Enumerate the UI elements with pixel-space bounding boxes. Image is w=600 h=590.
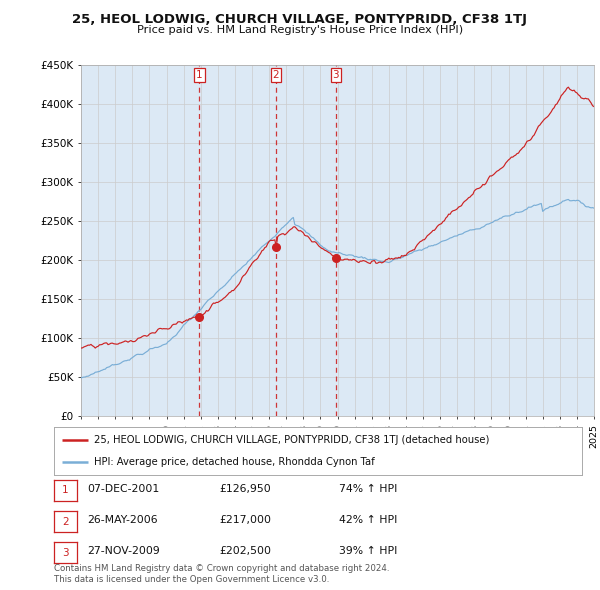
Text: 25, HEOL LODWIG, CHURCH VILLAGE, PONTYPRIDD, CF38 1TJ: 25, HEOL LODWIG, CHURCH VILLAGE, PONTYPR… xyxy=(73,13,527,26)
Text: £217,000: £217,000 xyxy=(219,515,271,525)
Text: 74% ↑ HPI: 74% ↑ HPI xyxy=(339,484,397,493)
Text: 39% ↑ HPI: 39% ↑ HPI xyxy=(339,546,397,556)
Text: HPI: Average price, detached house, Rhondda Cynon Taf: HPI: Average price, detached house, Rhon… xyxy=(94,457,374,467)
Text: This data is licensed under the Open Government Licence v3.0.: This data is licensed under the Open Gov… xyxy=(54,575,329,584)
Text: 3: 3 xyxy=(332,70,339,80)
Text: 2: 2 xyxy=(272,70,279,80)
Text: £126,950: £126,950 xyxy=(219,484,271,493)
Text: 3: 3 xyxy=(62,548,69,558)
Text: 1: 1 xyxy=(62,486,69,495)
Text: 07-DEC-2001: 07-DEC-2001 xyxy=(87,484,159,493)
Text: £202,500: £202,500 xyxy=(219,546,271,556)
Text: 26-MAY-2006: 26-MAY-2006 xyxy=(87,515,158,525)
Text: 42% ↑ HPI: 42% ↑ HPI xyxy=(339,515,397,525)
Text: 25, HEOL LODWIG, CHURCH VILLAGE, PONTYPRIDD, CF38 1TJ (detached house): 25, HEOL LODWIG, CHURCH VILLAGE, PONTYPR… xyxy=(94,435,489,445)
Text: 1: 1 xyxy=(196,70,203,80)
Text: 27-NOV-2009: 27-NOV-2009 xyxy=(87,546,160,556)
Text: Price paid vs. HM Land Registry's House Price Index (HPI): Price paid vs. HM Land Registry's House … xyxy=(137,25,463,35)
Text: Contains HM Land Registry data © Crown copyright and database right 2024.: Contains HM Land Registry data © Crown c… xyxy=(54,565,389,573)
Text: 2: 2 xyxy=(62,517,69,526)
